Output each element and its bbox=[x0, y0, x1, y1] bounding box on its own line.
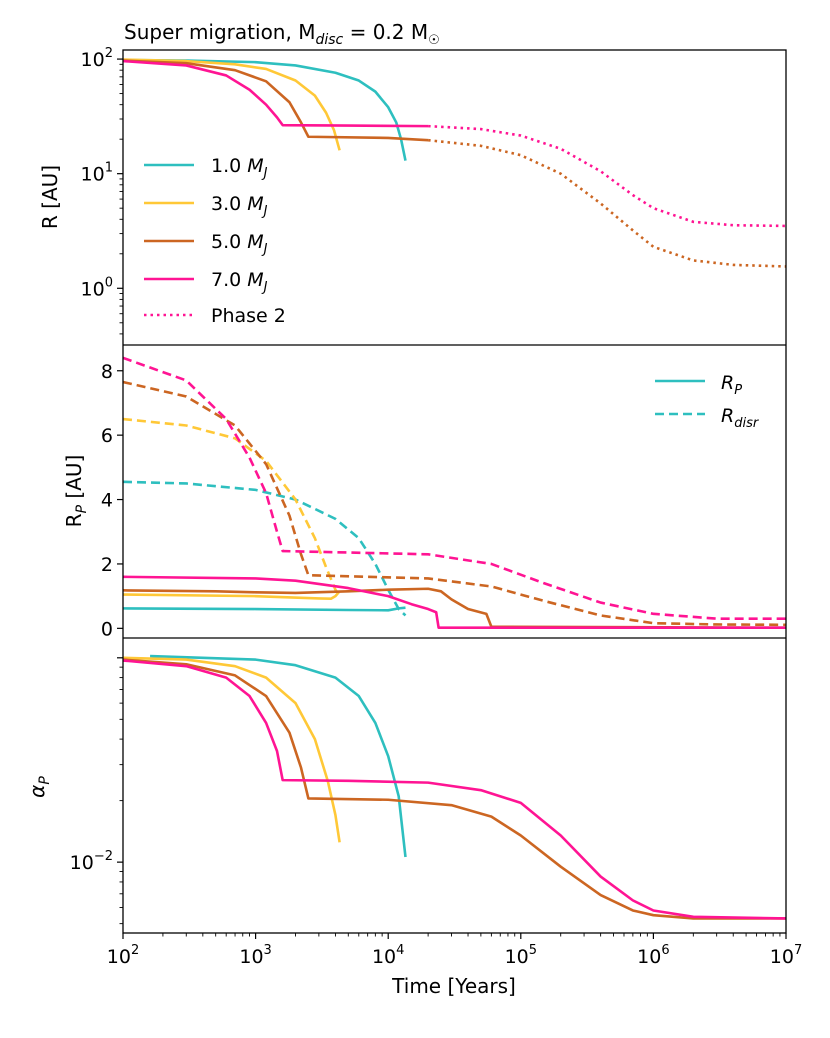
series-line-planet-radius-4 bbox=[123, 606, 406, 612]
series-line-radius-2 bbox=[123, 59, 429, 142]
series-line-planet-radius-3 bbox=[123, 356, 786, 620]
chart-title: Super migration, Mdisc = 0.2 M☉ bbox=[124, 20, 440, 48]
ytick-label-planet-radius: 0 bbox=[101, 618, 113, 640]
series-line-radius-0 bbox=[123, 58, 407, 161]
ytick-label-planet-radius: 4 bbox=[101, 490, 113, 512]
chart-title-subscript: disc bbox=[315, 32, 343, 48]
ylabel-alpha-main: α bbox=[25, 785, 49, 798]
ytick-label-radius: 102 bbox=[81, 46, 113, 71]
chart-title-sun-symbol: ☉ bbox=[428, 33, 440, 48]
ylabel-alpha-sub: P bbox=[37, 776, 53, 785]
xlabel: Time [Years] bbox=[391, 974, 516, 998]
ylabel-radius: R [AU] bbox=[38, 165, 62, 229]
chart-title-rest: = 0.2 M bbox=[343, 20, 428, 44]
series-line-alpha-2 bbox=[123, 658, 786, 920]
series-line-planet-radius-5 bbox=[123, 590, 341, 601]
ylabel-planet-radius: RP [AU] bbox=[62, 455, 90, 528]
axis-ticks: 100 101 102 0 2 4 6 8 10−2 102 103 104 105 106 107 bbox=[70, 46, 803, 968]
legend-label-phase2: Phase 2 bbox=[211, 305, 286, 327]
xtick-label: 106 bbox=[637, 943, 669, 968]
series-line-radius-3 bbox=[427, 138, 786, 268]
ylabel-planet-radius-sub: P bbox=[74, 504, 90, 513]
axes-frame bbox=[122, 49, 787, 934]
series-line-planet-radius-2 bbox=[123, 380, 786, 627]
legend-label-rp: RP bbox=[721, 372, 742, 398]
ytick-label-radius: 101 bbox=[81, 161, 113, 186]
ytick-label-alpha: 10−2 bbox=[70, 849, 113, 874]
ytick-label-radius: 100 bbox=[81, 275, 113, 300]
ylabel-alpha: αP bbox=[25, 776, 53, 798]
xtick-label: 104 bbox=[372, 943, 404, 968]
plot-lines bbox=[123, 58, 786, 920]
ytick-label-planet-radius: 2 bbox=[101, 554, 113, 576]
series-line-planet-radius-1 bbox=[123, 417, 341, 597]
ytick-label-planet-radius: 8 bbox=[101, 361, 113, 383]
legend-masses: 1.0 MJ 3.0 MJ 5.0 MJ 7.0 MJ Phase 2 bbox=[144, 155, 286, 327]
chart-title-main: Super migration, M bbox=[124, 20, 315, 44]
legend-label-1MJ: 1.0 MJ bbox=[211, 155, 268, 181]
series-line-radius-4 bbox=[123, 59, 429, 128]
series-line-planet-radius-7 bbox=[123, 575, 786, 629]
series-group-radius bbox=[123, 58, 786, 268]
series-group-alpha bbox=[123, 654, 786, 920]
legend-label-7MJ: 7.0 MJ bbox=[211, 269, 268, 295]
xtick-label: 107 bbox=[770, 943, 802, 968]
ytick-label-planet-radius: 6 bbox=[101, 425, 113, 447]
series-line-alpha-3 bbox=[123, 659, 786, 920]
legend-radius-type: RP Rdisr bbox=[655, 372, 760, 431]
xtick-label: 102 bbox=[107, 943, 139, 968]
series-line-planet-radius-0 bbox=[123, 480, 407, 617]
ylabel-planet-radius-rest: [AU] bbox=[62, 455, 86, 505]
series-line-alpha-1 bbox=[123, 656, 341, 843]
ylabel-planet-radius-main: R bbox=[62, 513, 86, 527]
legend-label-5MJ: 5.0 MJ bbox=[211, 231, 268, 257]
series-line-radius-5 bbox=[428, 124, 786, 228]
xtick-label: 103 bbox=[239, 943, 271, 968]
legend-label-3MJ: 3.0 MJ bbox=[211, 193, 268, 219]
xtick-label: 105 bbox=[505, 943, 537, 968]
legend-label-rdisr: Rdisr bbox=[721, 405, 760, 431]
series-line-planet-radius-6 bbox=[123, 587, 786, 629]
series-group-planet-radius bbox=[123, 356, 786, 629]
